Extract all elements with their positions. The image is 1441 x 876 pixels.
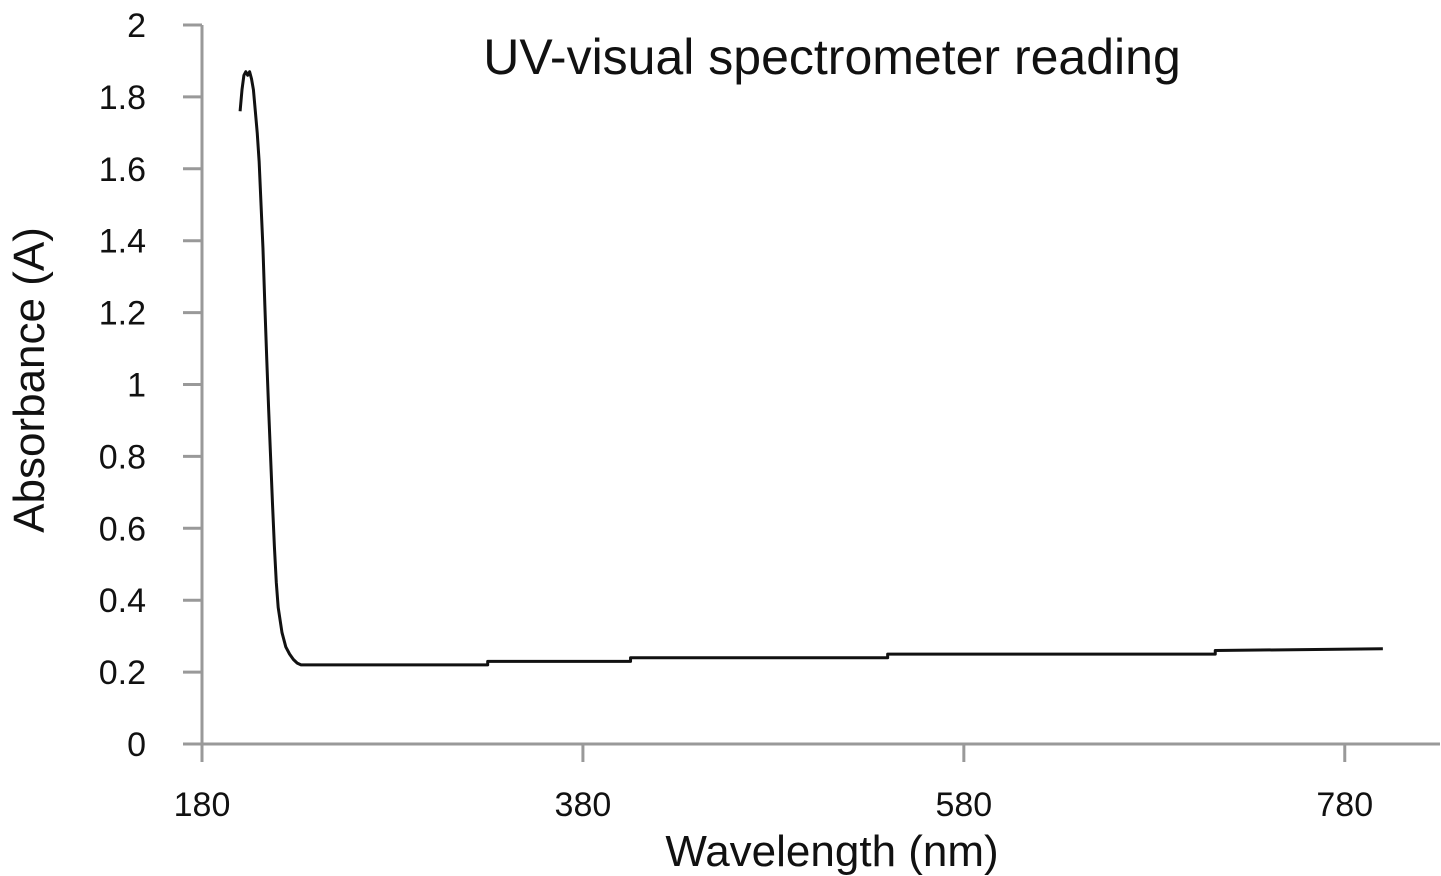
x-axis-ticks: 180 380 580 780 [174,744,1373,824]
y-axis-ticks: 0 0.2 0.4 0.6 0.8 1 1.2 1.4 1.6 1.8 2 [99,7,202,764]
chart-title: UV-visual spectrometer reading [483,29,1181,85]
y-tick-label: 0.4 [99,582,146,620]
y-axis-title: Absorbance (A) [5,227,54,533]
x-tick-label: 780 [1316,786,1373,824]
y-tick-label: 1.6 [99,151,146,189]
x-tick-label: 180 [174,786,231,824]
y-tick-label: 1 [127,367,146,405]
x-axis-title: Wavelength (nm) [665,827,998,876]
y-tick-label: 1.2 [99,295,146,333]
y-tick-label: 0.8 [99,438,146,476]
x-tick-label: 580 [935,786,992,824]
series-layer [238,70,1383,667]
y-tick-label: 1.8 [99,79,146,117]
axes [200,25,1440,746]
y-tick-label: 0 [127,726,146,764]
y-tick-label: 0.6 [99,510,146,548]
absorbance-series-line [238,70,1383,667]
y-tick-label: 2 [127,7,146,45]
y-tick-label: 0.2 [99,654,146,692]
x-tick-label: 380 [555,786,612,824]
y-tick-label: 1.4 [99,223,146,261]
